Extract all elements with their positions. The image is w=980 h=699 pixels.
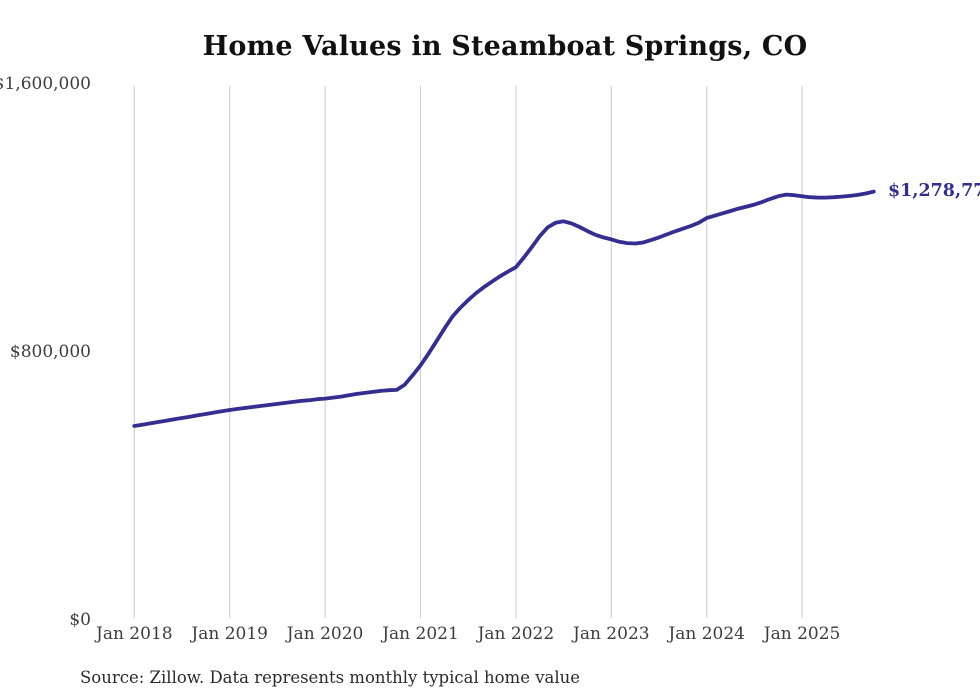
x-axis-tick-label: Jan 2022: [477, 624, 555, 644]
home-value-line: [132, 189, 876, 428]
source-note: Source: Zillow. Data represents monthly …: [80, 668, 581, 687]
y-axis-tick-label: $800,000: [9, 342, 91, 362]
gridlines: [133, 86, 803, 618]
y-axis-tick-label: $0: [69, 610, 91, 630]
x-axis-tick-label: Jan 2019: [191, 624, 268, 644]
x-axis-tick-label: Jan 2023: [573, 624, 650, 644]
x-axis-tick-label: Jan 2020: [286, 624, 364, 644]
y-axis-tick-label: $1,600,000: [0, 74, 91, 94]
value-line: [132, 189, 876, 428]
x-axis-tick-label: Jan 2021: [382, 624, 459, 644]
x-axis-tick-label: Jan 2018: [96, 624, 173, 644]
x-axis-tick-label: Jan 2024: [668, 624, 745, 644]
current-value-label: $1,278,775: [888, 181, 980, 201]
x-axis-tick-label: Jan 2025: [763, 624, 841, 644]
chart-title: Home Values in Steamboat Springs, CO: [202, 31, 808, 62]
